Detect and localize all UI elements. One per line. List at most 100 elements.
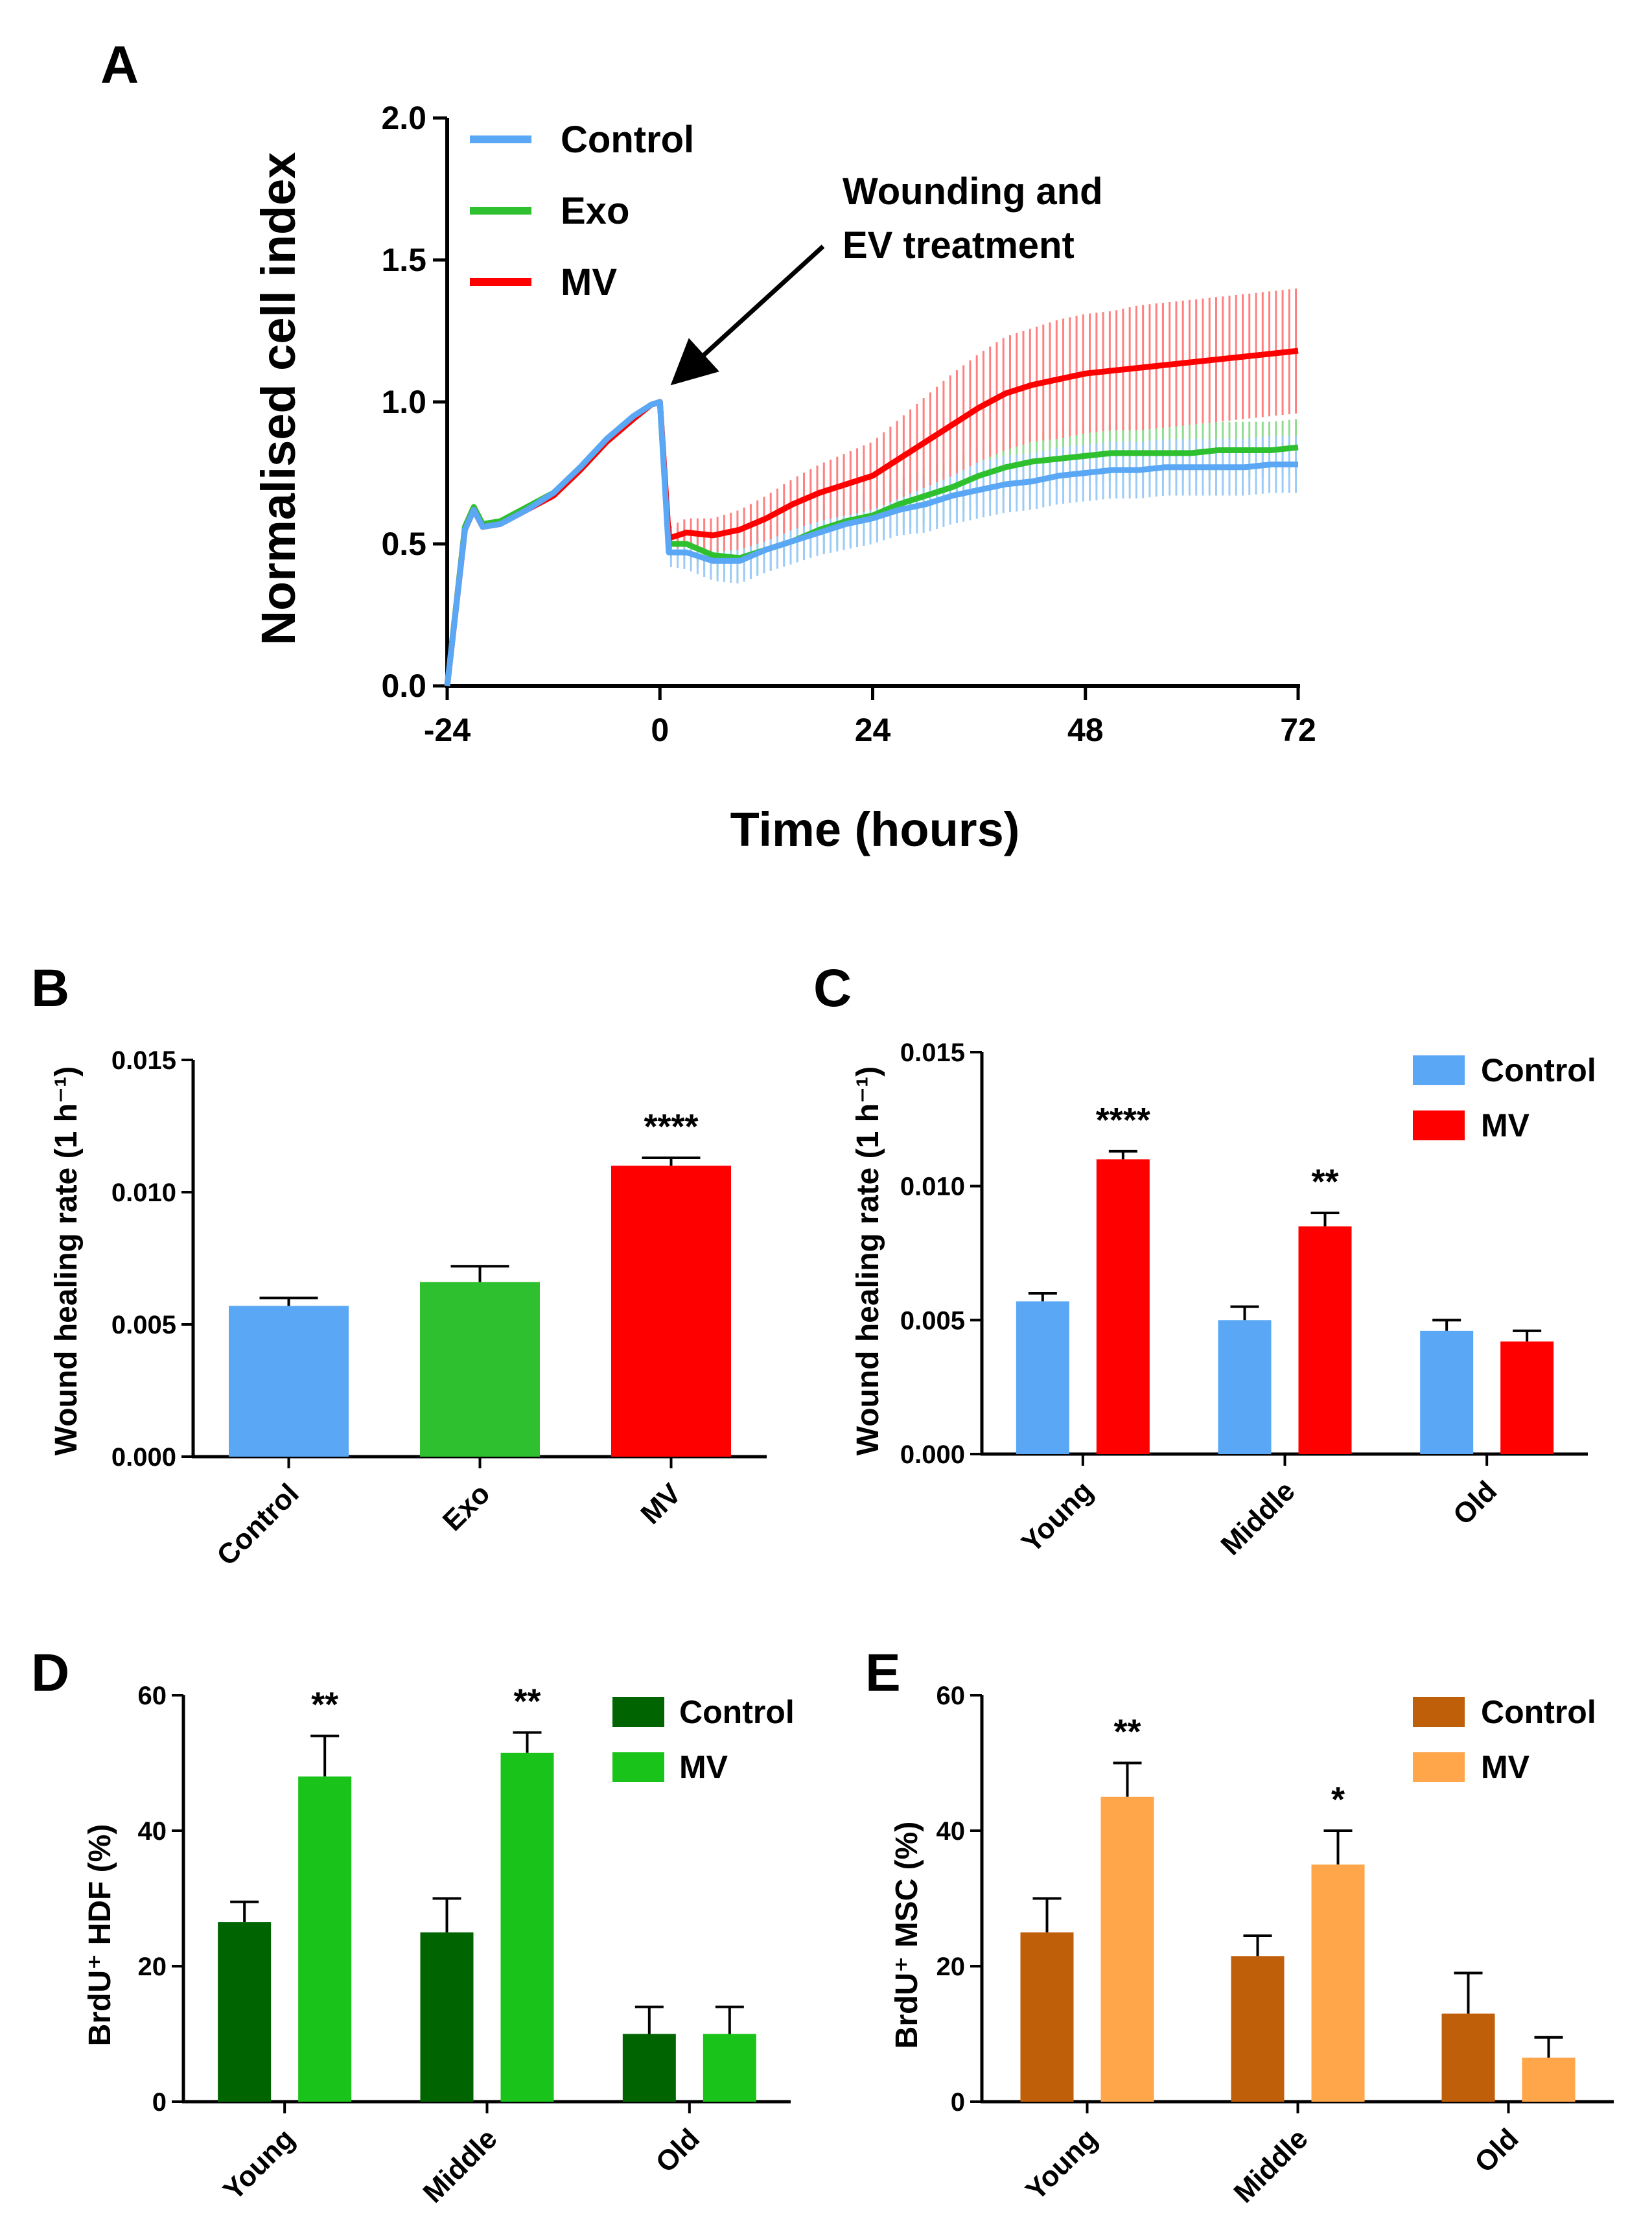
y-tick-label: 0.000: [900, 1440, 965, 1469]
panel-d-legend: Control MV: [612, 1694, 795, 1785]
significance-label: **: [1311, 1162, 1338, 1201]
x-tick-label: 24: [855, 712, 891, 748]
x-tick-label: Control: [211, 1477, 305, 1571]
y-tick-label: 0.005: [111, 1311, 176, 1339]
y-tick-label: 20: [138, 1953, 167, 1981]
panel-label-e: E: [865, 1643, 901, 1702]
legend-swatch-mv: [1413, 1110, 1465, 1140]
bar-exo: [420, 1282, 540, 1457]
bar-mv: [500, 1752, 554, 2102]
panel-label-b: B: [31, 959, 69, 1018]
legend-swatch-mv: [1413, 1752, 1465, 1782]
significance-label: *: [1331, 1780, 1345, 1819]
legend-swatch-mv: [612, 1752, 664, 1782]
y-tick-label: 1.0: [381, 384, 426, 420]
panel-e-legend: Control MV: [1413, 1694, 1596, 1785]
panel-d: D BrdU⁺ HDF (%) 0 20 40 60 Young ** Middle ** Ol…: [31, 1643, 795, 2209]
bar-control: [1441, 2014, 1495, 2102]
y-tick-label: 0: [152, 2088, 167, 2117]
bar-mv: [1500, 1341, 1554, 1454]
legend-label-control: Control: [1481, 1694, 1596, 1730]
x-tick-label: 48: [1067, 712, 1104, 748]
bar-control: [1020, 1932, 1074, 2102]
y-tick-label: 0.015: [111, 1046, 176, 1075]
panel-b-plot: 0.000 0.005 0.010 0.015 Control Exo MV ****: [111, 1046, 767, 1572]
legend-label-exo: Exo: [561, 190, 629, 232]
bar-control: [1231, 1956, 1285, 2102]
y-tick-label: 0.5: [381, 526, 426, 562]
y-tick-label: 2.0: [381, 100, 426, 136]
y-tick-label: 0.010: [111, 1179, 176, 1207]
x-tick-label: Young: [217, 2122, 301, 2206]
bar-mv: [1096, 1159, 1150, 1454]
bar-control: [1016, 1301, 1069, 1454]
x-tick-label: Young: [1016, 1475, 1099, 1558]
annotation-arrow: [670, 244, 825, 386]
x-tick-label: -24: [424, 712, 471, 748]
bar-mv: [1311, 1864, 1365, 2102]
panel-a-lines: [444, 347, 1299, 687]
y-tick-label: 1.5: [381, 242, 426, 278]
bar-mv: [298, 1776, 352, 2102]
panel-label-d: D: [31, 1643, 69, 1702]
panel-a-annotation: Wounding and EV treatment: [670, 170, 1103, 386]
bar-control: [229, 1306, 349, 1457]
bar-control: [420, 1932, 474, 2102]
x-tick-label: Old: [649, 2122, 705, 2178]
legend-label-mv: MV: [561, 261, 617, 303]
y-tick-label: 0: [951, 2088, 965, 2117]
legend-swatch-control: [1413, 1697, 1465, 1727]
bar-control: [1420, 1330, 1474, 1454]
legend-label-control: Control: [1481, 1052, 1596, 1088]
legend-label-mv: MV: [1481, 1107, 1530, 1144]
significance-label: ****: [1096, 1101, 1150, 1140]
x-tick-label: Middle: [1215, 1475, 1301, 1561]
panel-label-c: C: [813, 959, 852, 1018]
bar-control: [622, 2034, 676, 2102]
x-tick-label: Middle: [1227, 2122, 1314, 2209]
panel-c: C Wound healing rate (1 h⁻¹) 0.000 0.005 0…: [813, 959, 1596, 1562]
y-tick-label: 0.015: [900, 1039, 965, 1067]
panel-b: B Wound healing rate (1 h⁻¹) 0.0000.0050…: [31, 959, 767, 1572]
panel-a-error-bars: [663, 288, 1297, 583]
panel-e-ylabel: BrdU⁺ MSC (%): [890, 1822, 924, 2049]
panel-e: E BrdU⁺ MSC (%) 0 20 40 60 Young ** Middle * Old…: [865, 1643, 1614, 2209]
y-tick-label: 0.010: [900, 1173, 965, 1201]
bar-mv: [1100, 1796, 1154, 2102]
y-tick-label: 40: [937, 1817, 966, 1846]
panel-a-xlabel: Time (hours): [730, 803, 1020, 856]
significance-label: **: [513, 1682, 541, 1721]
y-tick-label: 60: [937, 1682, 966, 1710]
legend-swatch-control: [612, 1697, 664, 1727]
legend-label-mv: MV: [679, 1749, 728, 1785]
x-tick-label: MV: [634, 1477, 688, 1531]
bar-control: [218, 1922, 272, 2102]
annotation-line-2: EV treatment: [843, 224, 1075, 266]
bar-mv: [611, 1166, 731, 1457]
annotation-line-1: Wounding and: [843, 170, 1103, 213]
x-tick-label: Young: [1019, 2122, 1103, 2206]
legend-label-control: Control: [561, 119, 694, 161]
bar-mv: [1522, 2058, 1576, 2102]
panel-a-ylabel: Normalised cell index: [251, 152, 305, 646]
panel-d-ylabel: BrdU⁺ HDF (%): [83, 1824, 117, 2047]
x-tick-label: Middle: [417, 2122, 503, 2209]
y-tick-label: 0.005: [900, 1306, 965, 1335]
legend-label-mv: MV: [1481, 1749, 1530, 1785]
panel-c-legend: Control MV: [1413, 1052, 1596, 1144]
bar-mv: [703, 2034, 756, 2102]
legend-label-control: Control: [679, 1694, 795, 1730]
y-tick-label: 0.0: [381, 668, 426, 704]
y-tick-label: 20: [937, 1953, 966, 1981]
y-tick-label: 0.000: [111, 1443, 176, 1472]
panel-a-axes: 0.0 0.5 1.0 1.5 2.0 -24 0 24 48 72: [381, 100, 1316, 748]
bar-control: [1218, 1320, 1272, 1454]
x-tick-label: 72: [1280, 712, 1316, 748]
legend-swatch-control: [1413, 1055, 1465, 1085]
panel-c-ylabel: Wound healing rate (1 h⁻¹): [851, 1066, 885, 1455]
bar-mv: [1298, 1226, 1352, 1454]
y-tick-label: 60: [138, 1682, 167, 1710]
significance-label: **: [311, 1686, 338, 1724]
x-tick-label: 0: [651, 712, 669, 748]
